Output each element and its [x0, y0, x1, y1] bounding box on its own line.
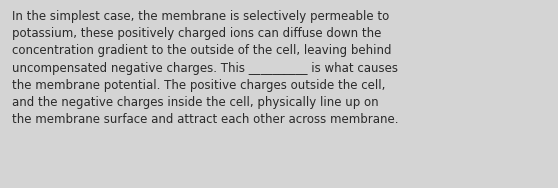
Text: In the simplest case, the membrane is selectively permeable to
potassium, these : In the simplest case, the membrane is se… — [12, 10, 398, 126]
